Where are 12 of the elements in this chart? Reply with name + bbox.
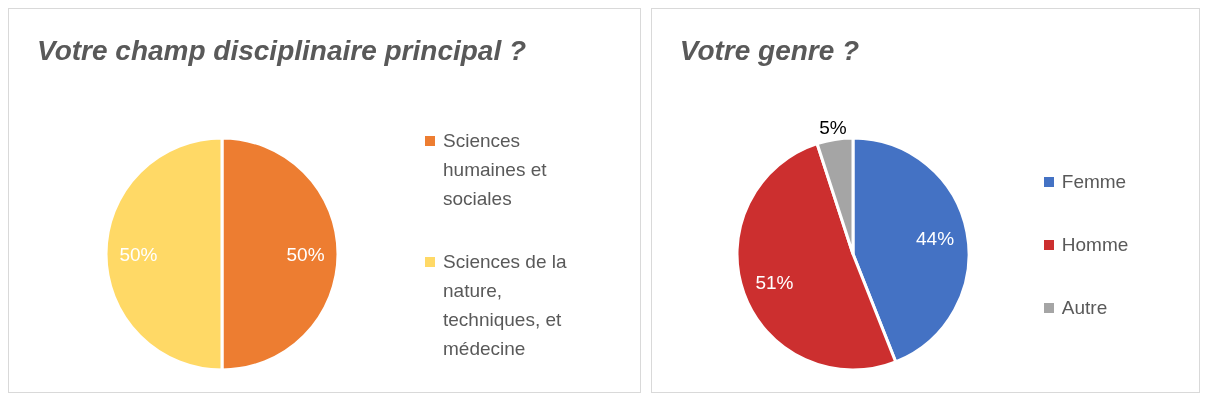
data-label: 51% xyxy=(755,271,794,293)
data-label: 44% xyxy=(915,227,954,249)
legend-label: Sciences humaines et sociales xyxy=(443,128,548,211)
data-label: 5% xyxy=(819,117,847,139)
legend-label: Femme xyxy=(1061,169,1128,194)
chart-title: Votre genre ? xyxy=(679,35,860,67)
legend-label: Autre xyxy=(1061,295,1109,320)
legend-label: Homme xyxy=(1061,232,1130,257)
data-label: 50% xyxy=(286,243,325,265)
chart-title: Votre champ disciplinaire principal ? xyxy=(37,35,527,67)
legend-label: Sciences de la nature, techniques, et médecine xyxy=(443,249,568,361)
data-label: 50% xyxy=(119,243,158,265)
